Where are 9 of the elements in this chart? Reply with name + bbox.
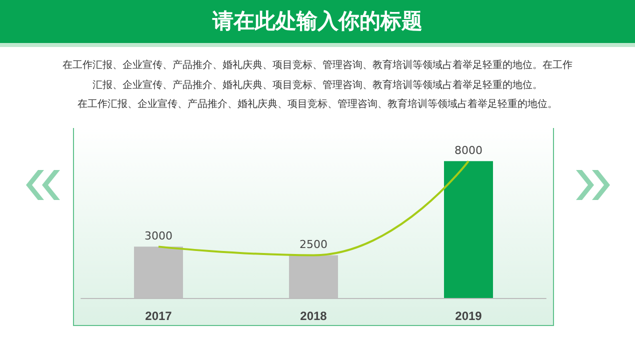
x-tick-label: 2019: [455, 309, 482, 323]
data-label: 8000: [454, 144, 482, 158]
chart-subtitle: 在工作汇报、企业宣传、产品推介、婚礼庆典、项目竞标、管理咨询、教育培训等领域占着举足轻重的地位。在工作汇报、企业宣传、产品推介、婚礼庆典、项目竞标、管理咨询、教育培训等领域占着举足轻重的地位。: [62, 58, 574, 92]
text: 在工作汇报、企业宣传、产品推介、婚礼庆典、项目竞标、管理咨询、教育培训等领域占着举足轻重的地位。: [76, 98, 558, 112]
x-tick-label: 2017: [145, 309, 172, 323]
chart-title: 请在此处输入你的标题: [0, 0, 635, 47]
data-label: 3000: [144, 230, 172, 243]
data-label: 2500: [300, 238, 328, 252]
x-tick-label: 2018: [300, 309, 328, 323]
